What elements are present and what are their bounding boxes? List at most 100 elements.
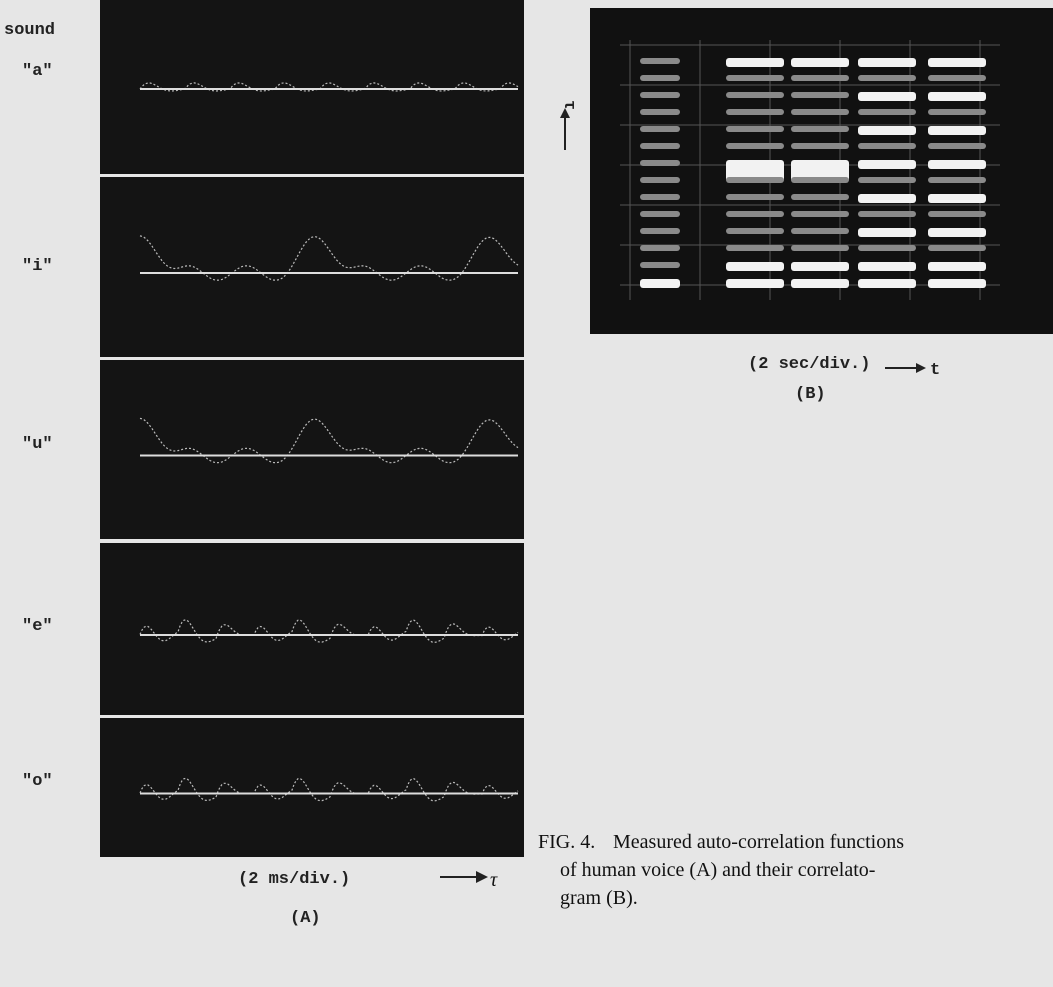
scope-panel [100, 360, 524, 539]
correlogram-band [726, 211, 784, 217]
tau-label: τ [490, 869, 498, 891]
correlogram-band [791, 194, 849, 200]
y-axis-label: τ [559, 100, 578, 110]
correlogram-band [791, 160, 849, 182]
correlogram-band [791, 75, 849, 81]
correlogram-band [928, 58, 986, 67]
panel-a-label: (A) [290, 909, 321, 928]
panel-b [620, 40, 1000, 300]
scope-panel [100, 0, 524, 174]
correlogram-band [726, 75, 784, 81]
correlogram-band [791, 109, 849, 115]
row-label: "i" [22, 257, 53, 276]
row-label: "u" [22, 435, 53, 454]
waveform [139, 777, 519, 802]
correlogram-band [791, 177, 849, 183]
correlogram-band [726, 58, 784, 67]
correlogram-band [726, 279, 784, 288]
correlogram-band [726, 143, 784, 149]
correlogram-band [791, 211, 849, 217]
caption-line: of human voice (A) and their correlato- [560, 859, 875, 881]
correlogram-band [640, 228, 680, 234]
scope-panel [100, 718, 524, 857]
waveform [139, 619, 519, 643]
correlogram-band [640, 211, 680, 217]
correlogram-band [640, 262, 680, 268]
correlogram-band [928, 194, 986, 203]
correlogram-band [928, 177, 986, 183]
correlogram-band [640, 160, 680, 166]
correlogram-band [858, 75, 916, 81]
correlogram-band [791, 92, 849, 98]
correlogram-band [726, 228, 784, 234]
correlogram-band [928, 211, 986, 217]
correlogram-band [640, 58, 680, 64]
correlogram-band [640, 143, 680, 149]
correlogram-band [858, 143, 916, 149]
correlogram-band [726, 92, 784, 98]
correlogram-band [791, 126, 849, 132]
row-label: "e" [22, 617, 53, 636]
correlogram-band [928, 279, 986, 288]
correlogram-band [928, 228, 986, 237]
correlogram-band [640, 75, 680, 81]
correlogram-band [858, 126, 916, 135]
correlogram-band [640, 245, 680, 251]
correlogram-band [858, 109, 916, 115]
correlogram-band [791, 228, 849, 234]
panel-a: sound "a" "i" "u" "e" "o" [4, 0, 524, 857]
correlogram-band [726, 245, 784, 251]
correlogram-band [858, 160, 916, 169]
correlogram-band [928, 143, 986, 149]
correlogram-band [640, 177, 680, 183]
correlogram-band [640, 194, 680, 200]
correlogram-band [640, 109, 680, 115]
scope-panel [100, 543, 524, 715]
waveform [139, 417, 519, 464]
correlogram-band [726, 262, 784, 271]
correlogram-band [858, 92, 916, 101]
waveform [139, 235, 519, 281]
correlogram-band [858, 228, 916, 237]
correlogram-band [928, 92, 986, 101]
scope-panel [100, 177, 524, 357]
correlogram-band [928, 126, 986, 135]
caption-line: gram (B). [560, 887, 638, 909]
correlogram-band [640, 92, 680, 98]
row-label: "a" [22, 62, 53, 81]
correlogram-band [858, 262, 916, 271]
correlogram-band [726, 177, 784, 183]
correlogram-band [928, 160, 986, 169]
row-header: sound [4, 21, 55, 40]
correlogram-band [858, 211, 916, 217]
correlogram-band [791, 245, 849, 251]
caption-line: Measured auto-correlation functions [613, 831, 904, 853]
correlogram-band [928, 109, 986, 115]
correlogram-band [726, 126, 784, 132]
correlogram-band [928, 245, 986, 251]
correlogram-band [640, 279, 680, 288]
x-axis-label: t [930, 361, 940, 380]
correlogram-band [858, 177, 916, 183]
x-axis-arrowhead [916, 363, 926, 373]
caption-figure: FIG. 4. [538, 831, 595, 853]
y-axis-arrowhead [560, 108, 570, 118]
correlogram-band [858, 279, 916, 288]
correlogram-band [928, 262, 986, 271]
correlogram-band [928, 75, 986, 81]
scale-b: (2 sec/div.) [748, 355, 870, 374]
correlogram-band [726, 194, 784, 200]
correlogram-band [791, 262, 849, 271]
correlogram-band [726, 109, 784, 115]
correlogram-band [858, 58, 916, 67]
correlogram-band [640, 126, 680, 132]
scale-a: (2 ms/div.) [238, 870, 350, 889]
correlogram-band [791, 58, 849, 67]
tau-arrowhead [476, 871, 488, 883]
correlogram-band [791, 143, 849, 149]
correlogram-band [858, 245, 916, 251]
correlogram-band [858, 194, 916, 203]
correlogram-band [726, 160, 784, 182]
row-label: "o" [22, 772, 53, 791]
